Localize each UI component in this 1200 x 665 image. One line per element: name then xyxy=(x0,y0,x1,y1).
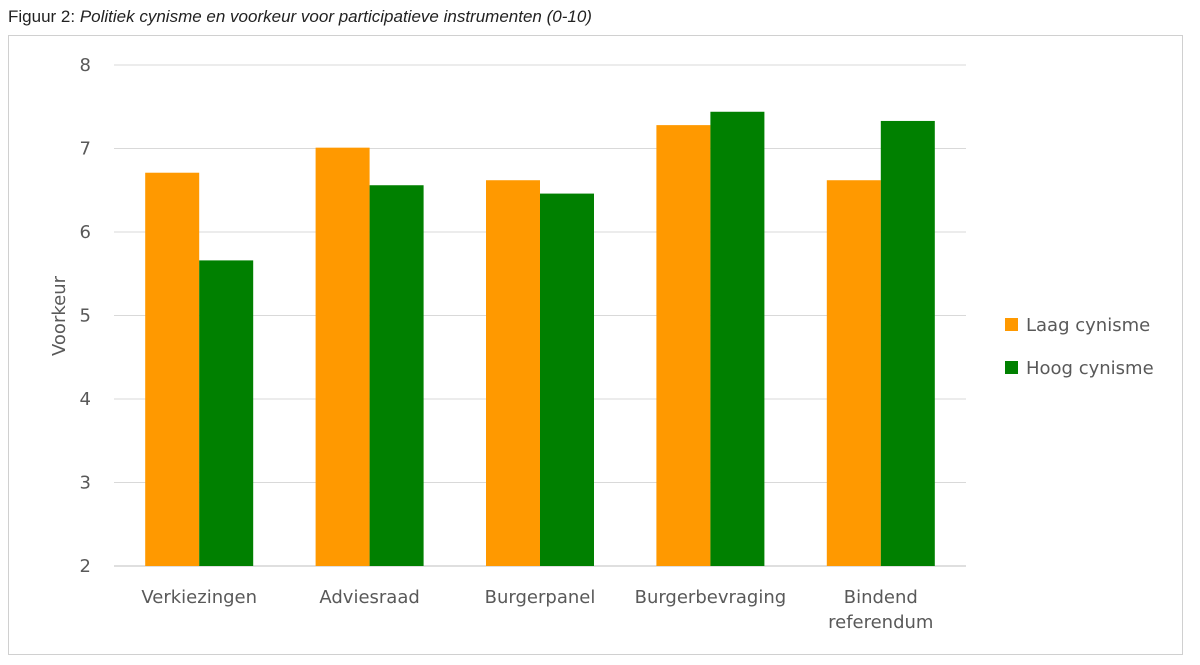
caption-prefix: Figuur 2: xyxy=(8,7,80,26)
y-tick-label: 6 xyxy=(80,222,91,243)
bar-hoog-cynisme xyxy=(710,111,765,566)
y-tick-label: 2 xyxy=(80,556,91,577)
bar-laag-cynisme xyxy=(486,180,540,567)
bar-hoog-cynisme xyxy=(369,185,424,567)
bar-laag-cynisme xyxy=(826,180,881,567)
x-tick-label: Burgerpanel xyxy=(485,587,596,608)
x-tick-label: Burgerbevraging xyxy=(635,587,787,608)
figure-caption: Figuur 2: Politiek cynisme en voorkeur v… xyxy=(8,7,592,27)
y-tick-label: 5 xyxy=(80,306,91,327)
chart-frame: 2 3 4 5 6 7 8 Voorkeur Verkiezingen Adviesraad Bur… xyxy=(8,35,1183,655)
legend-label: Hoog cynisme xyxy=(1026,358,1154,379)
legend-label: Laag cynisme xyxy=(1026,315,1150,336)
x-tick-label: Bindend xyxy=(844,587,918,608)
x-tick-label: Verkiezingen xyxy=(141,587,257,608)
bar-laag-cynisme xyxy=(315,147,370,566)
legend-swatch xyxy=(1005,318,1018,331)
legend-swatch xyxy=(1005,361,1018,374)
bar-laag-cynisme xyxy=(656,125,711,567)
y-tick-label: 7 xyxy=(80,139,91,160)
x-tick-label: Adviesraad xyxy=(319,587,419,608)
y-tick-label: 4 xyxy=(80,389,91,410)
x-tick-label: referendum xyxy=(828,612,933,633)
y-tick-label: 3 xyxy=(80,473,91,494)
y-tick-label: 8 xyxy=(80,55,91,76)
bar-chart: 2 3 4 5 6 7 8 Voorkeur Verkiezingen Adviesraad Bur… xyxy=(49,55,1154,633)
y-axis-label: Voorkeur xyxy=(49,275,70,356)
bar-hoog-cynisme xyxy=(880,120,935,566)
bar-hoog-cynisme xyxy=(540,193,594,566)
caption-title: Politiek cynisme en voorkeur voor partic… xyxy=(79,7,592,26)
bar-hoog-cynisme xyxy=(199,260,254,566)
bar-laag-cynisme xyxy=(145,172,200,566)
